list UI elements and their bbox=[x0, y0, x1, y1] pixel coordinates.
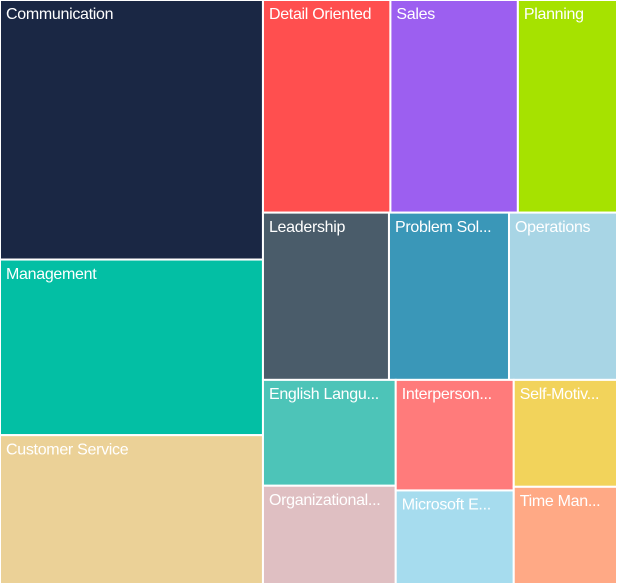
cell-label: Detail Oriented bbox=[269, 6, 371, 23]
cell-label: Management bbox=[6, 266, 97, 283]
treemap-cell bbox=[389, 0, 519, 214]
cell-label: Time Man... bbox=[520, 493, 601, 510]
cell-label: Communication bbox=[6, 6, 113, 23]
cell-label: Microsoft E... bbox=[402, 497, 491, 514]
treemap-cell bbox=[261, 484, 397, 584]
treemap-cell bbox=[394, 489, 515, 584]
treemap-cell bbox=[0, 0, 264, 261]
treemap-cell bbox=[394, 378, 515, 492]
treemap-cell bbox=[507, 211, 617, 381]
cell-label: Organizational... bbox=[269, 492, 380, 509]
cell-label: Problem Sol... bbox=[395, 219, 491, 236]
cell-label: Planning bbox=[524, 6, 584, 23]
cell-label: Sales bbox=[396, 6, 435, 23]
cell-label: Interperson... bbox=[402, 386, 492, 403]
cell-label: Operations bbox=[515, 219, 591, 236]
cell-label: Customer Service bbox=[6, 441, 129, 458]
treemap-cell bbox=[261, 211, 390, 381]
treemap-cell bbox=[0, 434, 264, 584]
cell-label: Self-Motiv... bbox=[520, 386, 599, 403]
treemap-cell bbox=[512, 485, 617, 584]
treemap-cell bbox=[261, 0, 392, 214]
treemap-cell bbox=[516, 0, 617, 214]
treemap-cell bbox=[0, 258, 264, 437]
treemap-cell bbox=[261, 378, 397, 487]
treemap-cell bbox=[387, 211, 510, 381]
cell-label: Leadership bbox=[269, 219, 346, 236]
cell-label: English Langu... bbox=[269, 386, 379, 403]
